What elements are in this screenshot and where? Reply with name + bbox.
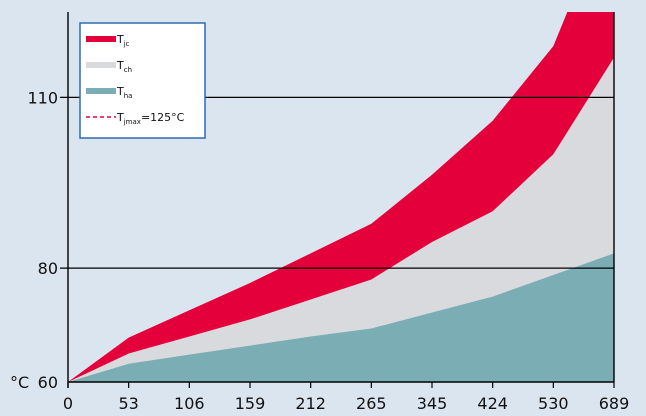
x-tick-label: 159	[235, 394, 266, 412]
y-tick-label: 60	[38, 373, 58, 392]
area-ha	[68, 253, 614, 382]
legend-suffix: =125°C	[141, 111, 185, 124]
x-tick-label: 106	[174, 394, 205, 412]
y-tick-label: 80	[38, 259, 58, 278]
x-tick-label: 265	[356, 394, 387, 412]
x-tick-label: 530	[538, 394, 569, 412]
legend-subscript: ha	[124, 92, 133, 100]
y-tick-label: 110	[27, 88, 58, 107]
x-tick-label: 424	[477, 394, 508, 412]
y-unit-label: °C	[10, 373, 29, 392]
x-tick-label: 0	[63, 394, 73, 412]
x-tick-label: 212	[295, 394, 326, 412]
legend-box	[79, 22, 206, 139]
x-tick-label: 345	[417, 394, 448, 412]
legend-swatch-jc	[86, 36, 116, 42]
legend-subscript: jmax	[123, 118, 141, 126]
legend-swatch-ch	[86, 62, 116, 68]
legend-subscript: ch	[124, 66, 132, 74]
x-tick-label: 689	[599, 394, 630, 412]
legend-swatch-ha	[86, 88, 116, 94]
legend-subscript: jc	[123, 40, 130, 48]
x-tick-label: 53	[118, 394, 138, 412]
